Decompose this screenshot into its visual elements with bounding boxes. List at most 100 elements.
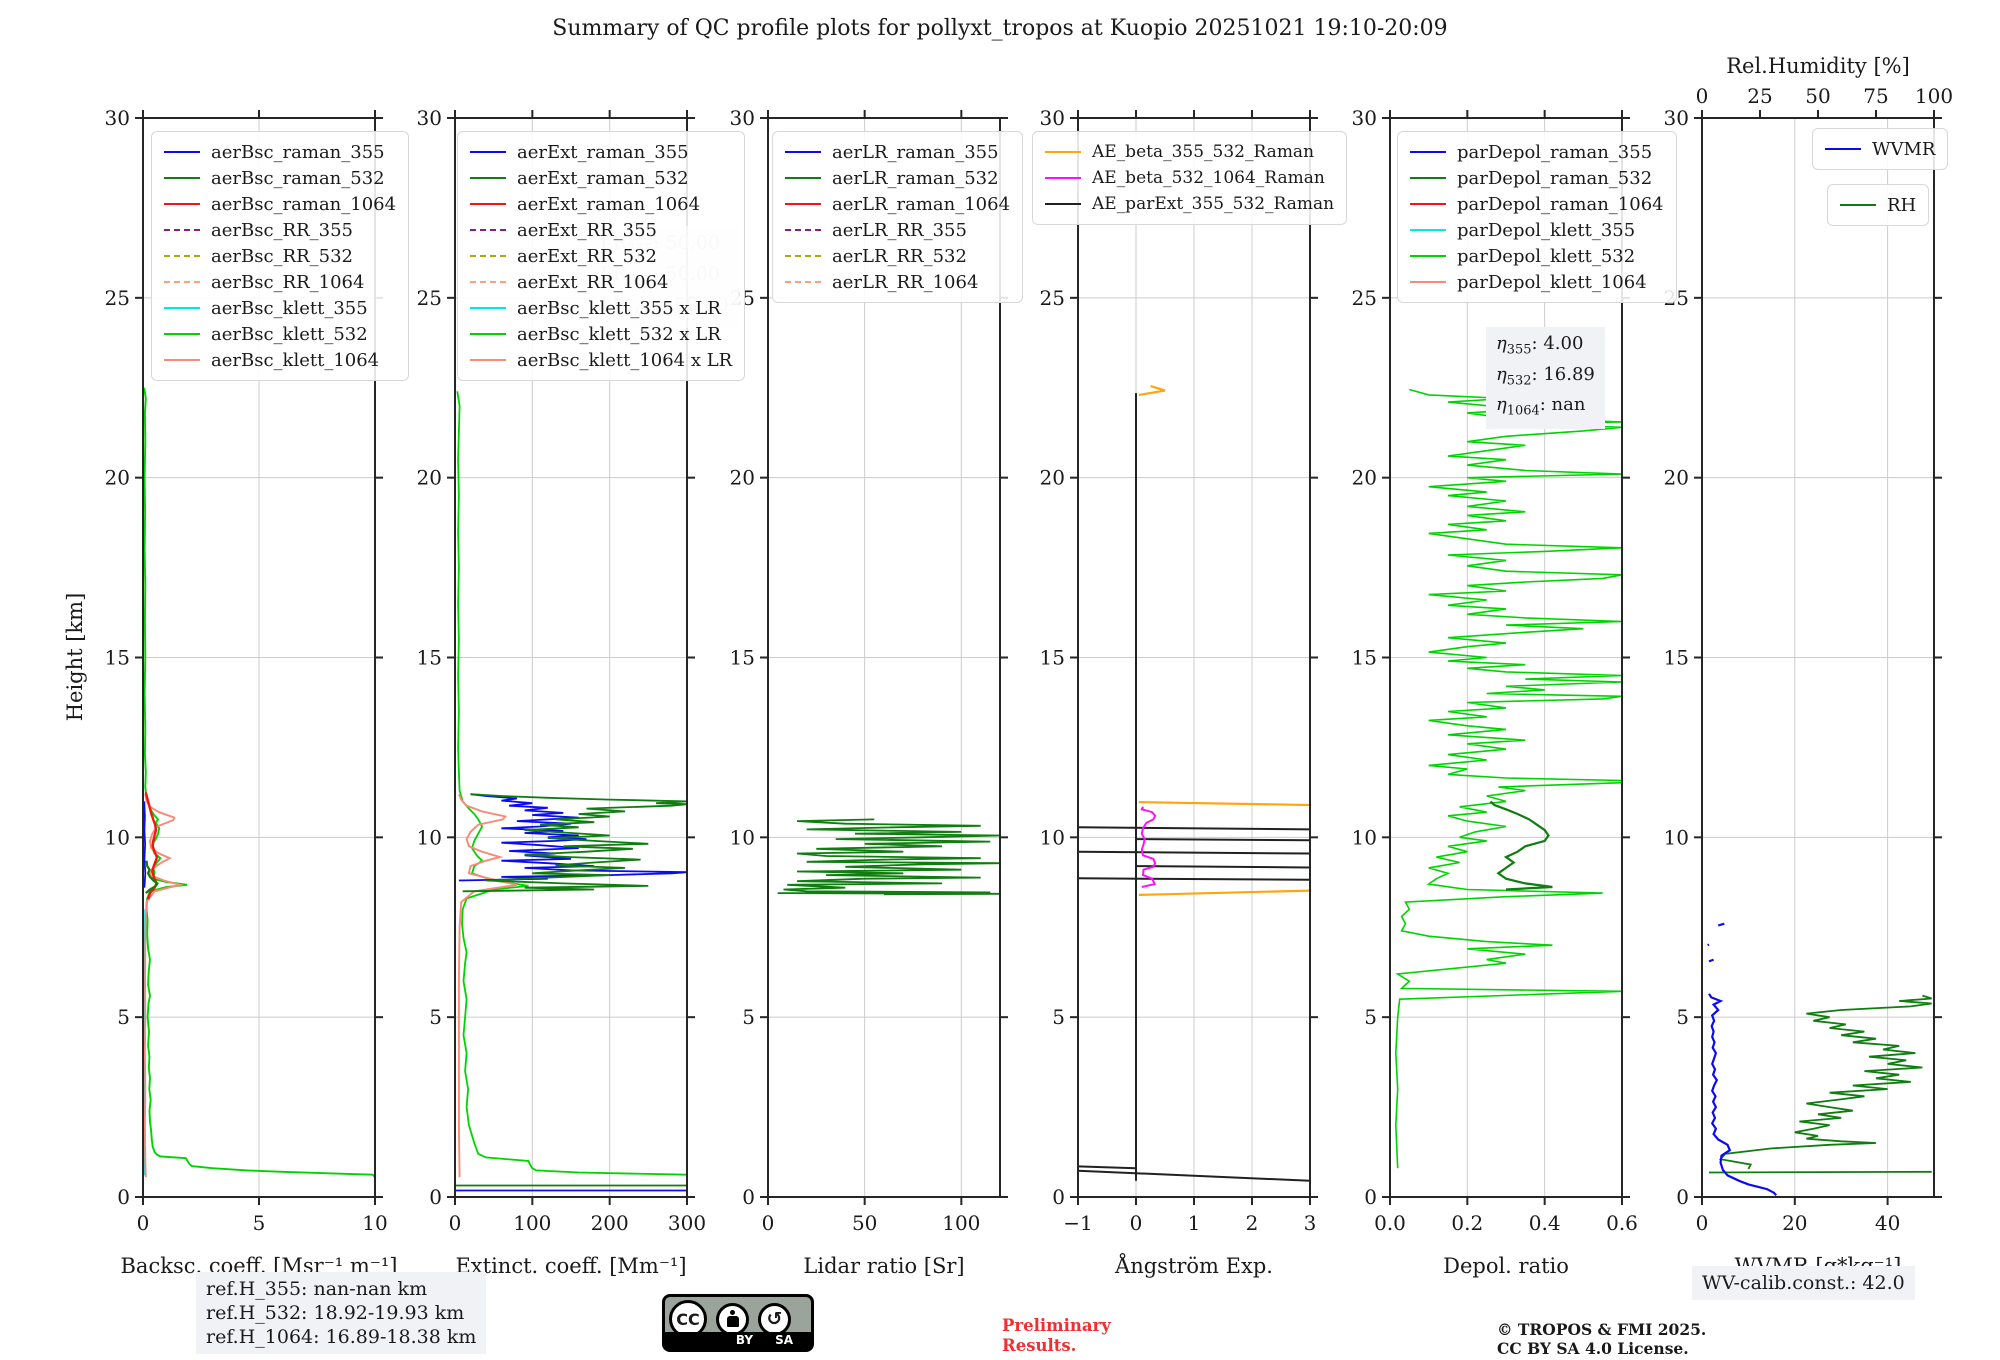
legend-extinction: aerExt_raman_355 aerExt_raman_532 aerExt_r… <box>457 131 746 381</box>
y-tick-label: 25 <box>1352 286 1377 310</box>
y-tick-label: 30 <box>1040 106 1065 130</box>
legend-swatch-blue <box>1410 151 1446 153</box>
y-tick-label: 10 <box>1664 825 1689 849</box>
legend-swatch-lime <box>1410 255 1446 257</box>
series-parDepol_raman_532 <box>1489 800 1553 891</box>
legend-entry: AE_parExt_355_532_Raman <box>1045 191 1334 217</box>
legend-rh: RH <box>1827 184 1930 226</box>
y-tick-label: 5 <box>1676 1005 1689 1029</box>
legend-swatch-red <box>470 203 506 205</box>
series-aerBsc_klett_532 <box>143 387 375 1178</box>
preliminary-results-notice: Preliminary Results. <box>1002 1316 1111 1355</box>
legend-swatch-red <box>785 203 821 205</box>
legend-entry: aerLR_raman_532 <box>785 165 1010 191</box>
legend-swatch-blue <box>785 151 821 153</box>
legend-backscatter: aerBsc_raman_355 aerBsc_raman_532 aerBsc_r… <box>151 131 410 381</box>
wv-calibration-annotation: WV-calib.const.: 42.0 <box>1692 1266 1915 1300</box>
x-tick-label: 1 <box>1188 1211 1201 1235</box>
y-tick-label: 30 <box>105 106 130 130</box>
y-tick-label: 25 <box>105 286 130 310</box>
legend-entry: aerBsc_klett_532 x LR <box>470 321 732 347</box>
series-AE_parExt_355_532_Raman <box>1078 826 1310 831</box>
x-tick-label: 0 <box>449 1211 462 1235</box>
top-tick-label: 75 <box>1863 84 1888 108</box>
legend-entry: aerBsc_raman_1064 <box>164 191 396 217</box>
y-tick-label: 0 <box>1676 1185 1689 1209</box>
legend-label: AE_beta_532_1064_Raman <box>1092 168 1325 188</box>
legend-entry: parDepol_raman_532 <box>1410 165 1664 191</box>
y-tick-label: 20 <box>1664 466 1689 490</box>
legend-label: AE_beta_355_532_Raman <box>1092 142 1315 162</box>
x-tick-label: 2 <box>1246 1211 1259 1235</box>
series-aerBsc_klett_1064 <box>143 794 184 1178</box>
y-tick-label: 0 <box>117 1185 130 1209</box>
series-AE_parExt_355_532_Raman <box>1135 865 1310 869</box>
y-tick-label: 0 <box>429 1185 442 1209</box>
series-AE_beta_355_532_Raman <box>1138 889 1310 896</box>
x-tick-label: 100 <box>513 1211 551 1235</box>
y-tick-label: 10 <box>1352 825 1377 849</box>
copyright-notice: © TROPOS & FMI 2025. CC BY SA 4.0 Licens… <box>1497 1320 1706 1358</box>
legend-swatch-cyan <box>470 307 506 309</box>
legend-swatch-salmon <box>164 359 200 361</box>
top-tick-label: 0 <box>1696 84 1709 108</box>
annotation-line: η355: 4.00 <box>1496 333 1584 358</box>
legend-swatch-purple <box>470 229 506 231</box>
x-tick-label: 0.2 <box>1451 1211 1483 1235</box>
legend-entry: aerLR_raman_1064 <box>785 191 1010 217</box>
legend-label: aerBsc_raman_532 <box>211 167 385 189</box>
legend-label: aerLR_RR_355 <box>832 219 967 241</box>
top-tick-label: 25 <box>1747 84 1772 108</box>
legend-entry: parDepol_klett_532 <box>1410 243 1664 269</box>
legend-label: RH <box>1887 194 1917 216</box>
legend-swatch-lightsalmon <box>164 281 200 283</box>
x-axis-label-angstrom: Ångström Exp. <box>1115 1254 1273 1278</box>
legend-entry: AE_beta_532_1064_Raman <box>1045 165 1334 191</box>
legend-swatch-red <box>1410 203 1446 205</box>
legend-label: aerBsc_klett_532 x LR <box>517 323 721 345</box>
legend-swatch-magenta <box>1045 177 1081 179</box>
legend-swatch-purple <box>785 229 821 231</box>
y-tick-label: 0 <box>1364 1185 1377 1209</box>
legend-entry: aerBsc_RR_355 <box>164 217 396 243</box>
x-axis-label-lidar-ratio: Lidar ratio [Sr] <box>803 1254 965 1278</box>
legend-swatch-olive <box>785 255 821 257</box>
legend-swatch-blue <box>470 151 506 153</box>
legend-swatch-lightsalmon <box>785 281 821 283</box>
legend-swatch-cyan <box>164 307 200 309</box>
legend-depol: parDepol_raman_355 parDepol_raman_532 parD… <box>1397 131 1677 303</box>
x-tick-label: 0 <box>1130 1211 1143 1235</box>
legend-entry: aerBsc_raman_355 <box>164 139 396 165</box>
panel-0: 0 5 10 0 5 10 15 20 25 30 <box>105 106 388 1235</box>
series-RH <box>1708 1170 1932 1174</box>
legend-entry: RH <box>1840 192 1916 218</box>
cc-license-badge: CC ↺ BY SA <box>662 1294 814 1352</box>
panel-4: 0.0 0.2 0.4 0.6 0 5 10 15 20 25 30 <box>1352 106 1638 1235</box>
y-tick-label: 25 <box>1040 286 1065 310</box>
x-tick-label: 5 <box>253 1211 266 1235</box>
y-tick-label: 15 <box>105 646 130 670</box>
series-WVMR <box>1708 958 1715 963</box>
legend-lidar-ratio: aerLR_raman_355 aerLR_raman_532 aerLR_rama… <box>772 131 1024 303</box>
x-tick-label: 0.0 <box>1374 1211 1406 1235</box>
series-aerBsc_klett_532 x LR <box>456 391 687 1176</box>
legend-label: aerLR_RR_532 <box>832 245 967 267</box>
eta-calibration-annotation: η355: 4.00 η532: 16.89 η1064: nan <box>1486 327 1605 429</box>
top-tick-label: 100 <box>1915 84 1953 108</box>
x-tick-label: 300 <box>668 1211 706 1235</box>
copyright-line-2: CC BY SA 4.0 License. <box>1497 1339 1689 1358</box>
y-axis-label: Height [km] <box>63 592 87 722</box>
legend-entry: aerLR_RR_1064 <box>785 269 1010 295</box>
legend-label: aerLR_RR_1064 <box>832 271 979 293</box>
legend-swatch-blue <box>1825 148 1861 150</box>
series-aerBsc_raman_532 <box>145 860 159 894</box>
y-tick-label: 5 <box>429 1005 442 1029</box>
legend-swatch-green <box>1840 204 1876 206</box>
x-tick-label: −1 <box>1063 1211 1092 1235</box>
y-tick-label: 20 <box>1352 466 1377 490</box>
series-AE_parExt_355_532_Raman <box>1135 838 1310 842</box>
legend-label: aerBsc_raman_1064 <box>211 193 397 215</box>
reference-height-annotation: ref.H_355: nan-nan km ref.H_532: 18.92-1… <box>196 1272 487 1354</box>
